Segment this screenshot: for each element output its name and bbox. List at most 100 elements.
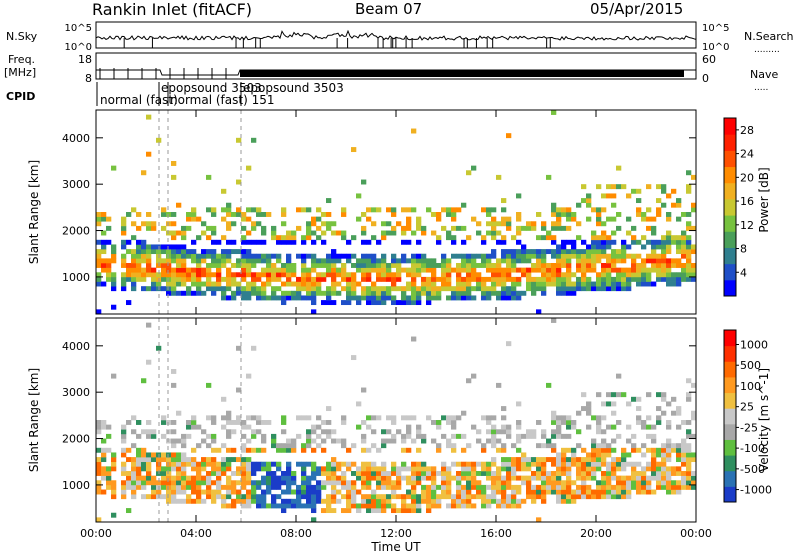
velocity-cell-1209 (616, 373, 622, 379)
velocity-cell-1171 (606, 489, 612, 495)
velocity-cell-231 (201, 461, 207, 467)
velocity-cell-1028 (551, 457, 557, 463)
power-cell-295 (226, 202, 232, 208)
power-cell-688 (401, 230, 407, 236)
velocity-cell-1115 (586, 494, 592, 500)
power-cell-624 (371, 207, 377, 213)
power-cell-1006 (541, 263, 547, 268)
velocity-cell-18 (101, 447, 107, 453)
power-cell-779 (441, 207, 447, 213)
velocity-cell-229 (201, 475, 207, 481)
power-cell-147 (166, 249, 172, 255)
power-cell-626 (376, 295, 382, 301)
velocity-cell-1328 (671, 447, 677, 453)
velocity-cell-829 (466, 489, 472, 495)
power-cell-941 (511, 267, 517, 273)
velocity-cell-296 (231, 503, 237, 509)
power-cell-669 (391, 225, 397, 231)
velocity-cell-897 (496, 484, 502, 490)
power-cell-1251 (636, 188, 642, 194)
velocity-cell-145 (166, 466, 172, 472)
power-cell-317 (241, 295, 247, 301)
power-cell-1177 (606, 253, 612, 259)
power-cell-316 (236, 137, 242, 143)
velocity-cell-24 (106, 475, 112, 481)
power-cell-478 (311, 309, 317, 315)
x-tick-label-4: 16:00 (480, 527, 512, 540)
velocity-cell-800 (451, 424, 457, 430)
power-cell-767 (436, 235, 442, 241)
power-cell-392 (271, 295, 277, 301)
power-cell-749 (426, 207, 432, 213)
velocity-cell-55 (126, 480, 132, 486)
power-cell-544 (336, 258, 342, 264)
power-cell-791 (446, 207, 452, 213)
power-cell-399 (271, 253, 277, 259)
velocity-cell-448 (296, 489, 302, 495)
power-cell-537 (331, 249, 337, 255)
power-cell-756 (431, 267, 437, 273)
power-cell-790 (446, 212, 452, 217)
power-cell-803 (456, 295, 462, 301)
power-cell-1072 (566, 267, 572, 273)
velocity-cell-881 (491, 489, 497, 495)
power-cell-1231 (631, 276, 637, 282)
velocity-cell-552 (341, 471, 347, 476)
power-cell-258 (211, 212, 217, 217)
velocity-cell-185 (181, 471, 187, 476)
power-cell-349 (251, 281, 257, 287)
velocity-cell-1186 (611, 484, 617, 490)
power-cell-214 (191, 207, 197, 213)
power-cell-572 (351, 276, 357, 282)
power-cell-174 (176, 258, 182, 264)
velocity-cell-1108 (581, 471, 587, 476)
velocity-cell-806 (456, 489, 462, 495)
velocity-cell-785 (446, 475, 452, 481)
power-cell-862 (481, 258, 487, 264)
velocity-cell-1128 (591, 494, 597, 500)
freq-strip-frame (95, 52, 697, 80)
power-cell-539 (331, 221, 337, 227)
velocity-cell-200 (186, 433, 192, 439)
power-cell-1363 (686, 239, 692, 245)
power-cell-1313 (666, 263, 672, 268)
power-cell-304 (231, 221, 237, 227)
velocity-cell-1217 (621, 457, 627, 463)
power-cell-1156 (601, 281, 607, 287)
velocity-cell-1175 (606, 471, 612, 476)
power-cell-1246 (636, 253, 642, 259)
power-cell-774 (441, 267, 447, 273)
velocity-cell-256 (211, 438, 217, 444)
power-cell-902 (496, 239, 502, 245)
power-cell-729 (416, 216, 422, 222)
velocity-cell-259 (211, 415, 217, 421)
velocity-cell-864 (481, 447, 487, 453)
velocity-cell-143 (166, 475, 172, 481)
power-cell-1364 (686, 235, 692, 241)
power-cell-24 (106, 267, 112, 273)
velocity-cell-567 (346, 447, 352, 453)
power-cell-546 (336, 230, 342, 236)
velocity-cell-766 (436, 447, 442, 453)
power-cell-587 (361, 290, 367, 296)
velocity-cell-321 (241, 480, 247, 486)
velocity-cell-1216 (621, 461, 627, 467)
velocity-cell-257 (211, 433, 217, 439)
power-cell-1209 (616, 165, 622, 171)
power-cell-892 (491, 216, 497, 222)
velocity-cell-1063 (561, 447, 567, 453)
velocity-cell-1104 (581, 489, 587, 495)
power-cell-301 (231, 263, 237, 268)
power-cell-1033 (551, 212, 557, 217)
velocity-cell-1068 (566, 494, 572, 500)
power-cell-1080 (566, 212, 572, 217)
velocity-cell-604 (366, 484, 372, 490)
power-cell-873 (486, 258, 492, 264)
power-cell-473 (306, 235, 312, 241)
power-cell-165 (171, 212, 177, 217)
velocity-cell-1014 (546, 484, 552, 490)
power-cell-964 (521, 258, 527, 264)
power-cell-253 (211, 253, 217, 259)
power-cell-68 (131, 253, 137, 259)
velocity-cell-44 (121, 471, 127, 476)
